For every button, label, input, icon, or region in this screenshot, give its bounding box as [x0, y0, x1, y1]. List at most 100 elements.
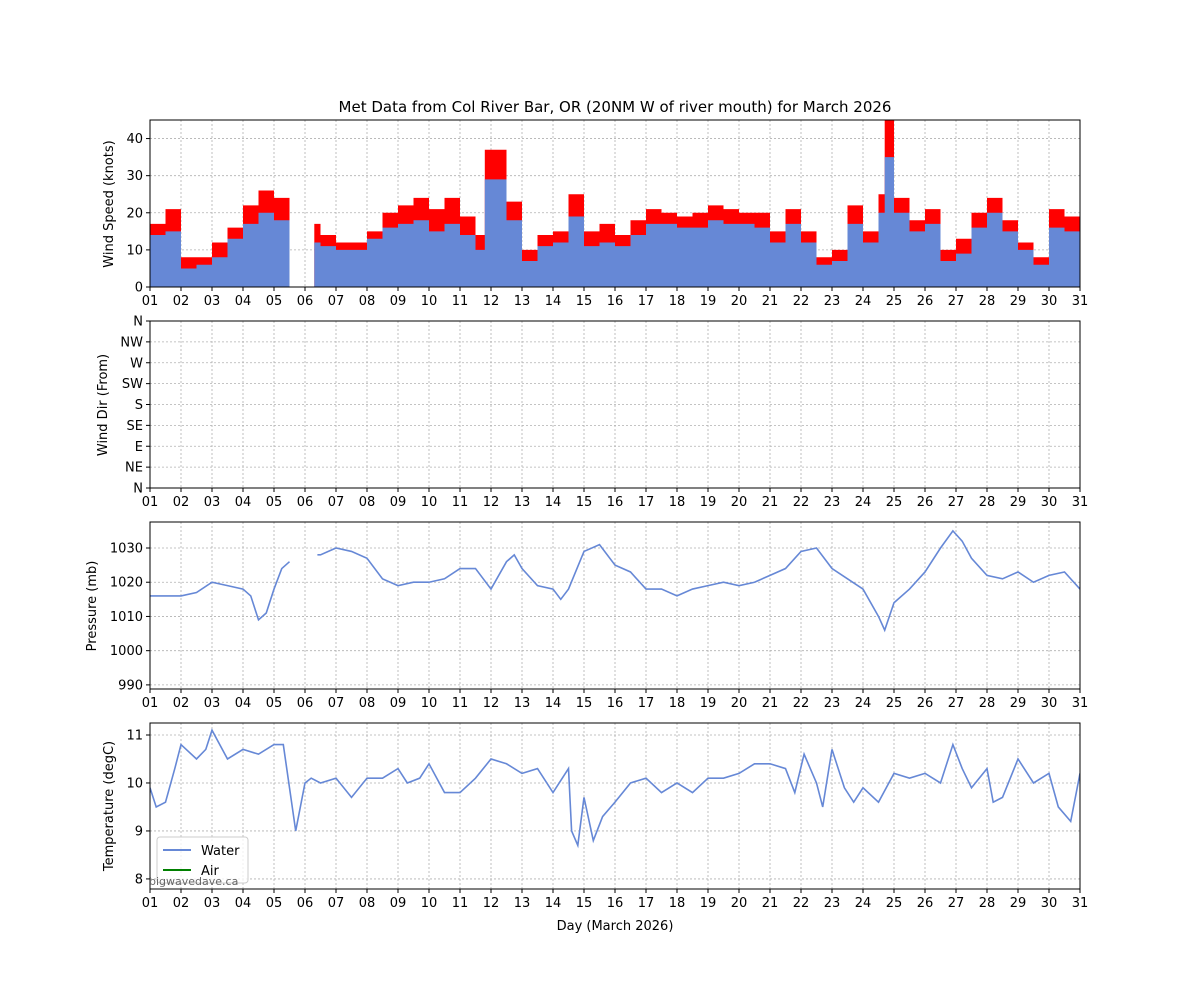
- x-tick-label: 24: [855, 495, 872, 510]
- x-tick-label: 25: [886, 495, 903, 510]
- x-tick-label: 25: [886, 896, 903, 911]
- panel-4: 8 9 10 11 01 02 03 04 05 06 07 08 09 10 11 12 13 14 15 16 17…: [126, 722, 1089, 911]
- x-tick-label: 23: [824, 294, 841, 309]
- x-tick-label: 18: [669, 696, 686, 711]
- x-tick-label: 04: [235, 495, 252, 510]
- x-tick-label: 12: [483, 495, 500, 510]
- legend-label-air: Air: [201, 864, 220, 879]
- x-tick-label: 20: [731, 896, 748, 911]
- x-tick-label: 21: [762, 294, 779, 309]
- y-tick-label: 0: [135, 281, 143, 296]
- x-tick-label: 30: [1041, 294, 1058, 309]
- x-tick-label: 19: [700, 495, 717, 510]
- y-tick-label: 8: [135, 872, 143, 887]
- x-tick-label: 22: [793, 696, 810, 711]
- x-tick-label: 24: [855, 294, 872, 309]
- y-tick-label: 1010: [110, 610, 143, 625]
- x-tick-label: 02: [173, 294, 190, 309]
- x-tick-label: 16: [607, 896, 624, 911]
- x-tick-label: 14: [545, 495, 562, 510]
- x-tick-label: 30: [1041, 495, 1058, 510]
- x-tick-label: 11: [452, 696, 469, 711]
- x-tick-label: 16: [607, 495, 624, 510]
- legend: Water Air: [156, 836, 249, 884]
- wind-speed-ylabel: Wind Speed (knots): [102, 140, 117, 267]
- x-tick-label: 07: [328, 495, 345, 510]
- x-tick-label: 23: [824, 696, 841, 711]
- pressure-line: [150, 529, 1080, 633]
- x-tick-label: 13: [514, 696, 531, 711]
- x-tick-label: 29: [1010, 696, 1027, 711]
- x-tick-label: 13: [514, 495, 531, 510]
- series-group: [150, 728, 1080, 849]
- x-tick-label: 19: [700, 696, 717, 711]
- x-tick-label: 30: [1041, 896, 1058, 911]
- x-tick-label: 08: [359, 495, 376, 510]
- x-tick-label: 26: [917, 294, 934, 309]
- x-tick-label: 17: [638, 495, 655, 510]
- y-tick-label: 1030: [110, 542, 143, 557]
- x-tick-label: 01: [142, 696, 159, 711]
- x-tick-label: 28: [979, 294, 996, 309]
- x-tick-label: 14: [545, 696, 562, 711]
- x-tick-label: 20: [731, 495, 748, 510]
- x-tick-label: 17: [638, 896, 655, 911]
- x-tick-label: 09: [390, 696, 407, 711]
- pressure-ylabel: Pressure (mb): [85, 561, 100, 652]
- x-tick-label: 05: [266, 495, 283, 510]
- x-tick-label: 31: [1072, 294, 1089, 309]
- x-tick-label: 08: [359, 696, 376, 711]
- y-tick-label: 40: [126, 132, 143, 147]
- x-tick-label: 12: [483, 896, 500, 911]
- y-tick-label: NW: [120, 335, 143, 350]
- y-tick-label: 9: [135, 824, 143, 839]
- x-tick-label: 03: [204, 294, 221, 309]
- y-tick-label: N: [133, 482, 143, 497]
- x-tick-label: 21: [762, 696, 779, 711]
- x-tick-label: 10: [421, 495, 438, 510]
- x-tick-label: 18: [669, 495, 686, 510]
- wind-speed-area: [314, 157, 1080, 287]
- panel-1: 0 10 20 30 40 01 02 03 04 05 06 07 08 09 10 11 12 13 14 15 1…: [126, 119, 1089, 309]
- x-tick-label: 29: [1010, 294, 1027, 309]
- x-tick-label: 14: [545, 896, 562, 911]
- x-tick-label: 20: [731, 696, 748, 711]
- x-tick-label: 05: [266, 696, 283, 711]
- x-tick-label: 11: [452, 294, 469, 309]
- x-tick-label: 31: [1072, 896, 1089, 911]
- x-tick-label: 28: [979, 495, 996, 510]
- x-tick-label: 15: [576, 696, 593, 711]
- x-tick-label: 25: [886, 294, 903, 309]
- x-tick-label: 15: [576, 495, 593, 510]
- x-tick-label: 26: [917, 896, 934, 911]
- x-tick-label: 01: [142, 294, 159, 309]
- x-tick-label: 27: [948, 294, 965, 309]
- x-tick-label: 04: [235, 696, 252, 711]
- x-tick-label: 18: [669, 294, 686, 309]
- x-tick-label: 04: [235, 896, 252, 911]
- y-tick-label: W: [130, 356, 143, 371]
- y-tick-label: 990: [118, 678, 143, 693]
- x-tick-label: 31: [1072, 696, 1089, 711]
- x-tick-label: 29: [1010, 896, 1027, 911]
- x-tick-label: 12: [483, 696, 500, 711]
- x-tick-label: 13: [514, 294, 531, 309]
- y-tick-label: N: [133, 315, 143, 330]
- temperature-ylabel: Temperature (degC): [102, 741, 117, 872]
- x-axis-label: Day (March 2026): [557, 919, 674, 934]
- x-tick-label: 11: [452, 495, 469, 510]
- x-tick-label: 15: [576, 294, 593, 309]
- x-tick-label: 02: [173, 495, 190, 510]
- x-tick-label: 06: [297, 294, 314, 309]
- x-tick-label: 10: [421, 696, 438, 711]
- y-tick-label: NE: [125, 461, 143, 476]
- x-tick-label: 08: [359, 294, 376, 309]
- x-tick-label: 15: [576, 896, 593, 911]
- x-tick-label: 19: [700, 896, 717, 911]
- series-group: [150, 529, 1080, 633]
- x-tick-label: 13: [514, 896, 531, 911]
- chart-title: Met Data from Col River Bar, OR (20NM W …: [339, 98, 892, 116]
- x-tick-label: 16: [607, 696, 624, 711]
